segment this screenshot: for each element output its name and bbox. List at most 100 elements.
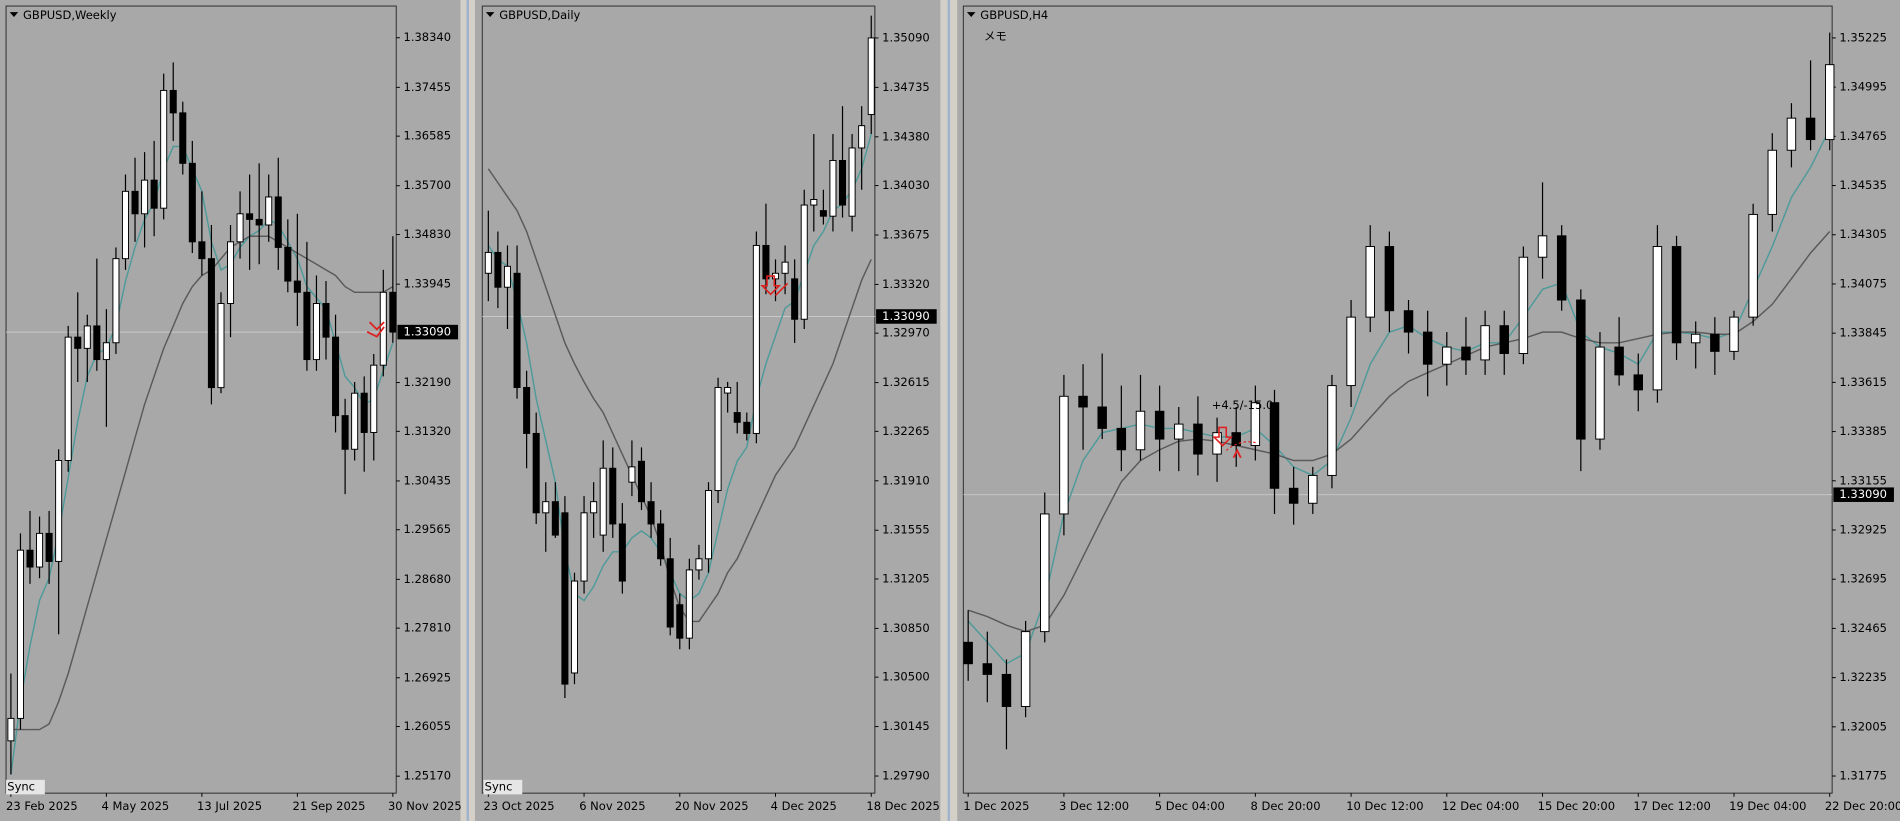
y-tick-label: 1.28680 [404, 572, 452, 586]
sync-label: Sync [7, 780, 35, 794]
x-tick-label: 8 Dec 20:00 [1251, 799, 1321, 813]
current-price-box [876, 309, 937, 324]
y-tick-label: 1.30435 [404, 473, 452, 487]
candle-body [55, 460, 63, 562]
y-tick-label: 1.26055 [404, 719, 452, 733]
y-tick-label: 1.34830 [404, 227, 452, 241]
chart-title: GBPUSD,Daily [499, 8, 580, 22]
candle-body [389, 291, 397, 333]
y-tick-label: 1.34735 [882, 80, 930, 94]
candle-body [819, 210, 827, 217]
candle-body [513, 272, 521, 388]
candle-body [160, 89, 168, 209]
y-tick-label: 1.31320 [404, 424, 452, 438]
candle-body [637, 460, 646, 503]
moving-average [967, 231, 1831, 633]
candle-body [963, 641, 973, 665]
x-tick-label: 5 Dec 04:00 [1155, 799, 1225, 813]
candle-body [628, 466, 636, 483]
y-tick-label: 1.33845 [1839, 326, 1887, 340]
y-tick-label: 1.32465 [1839, 621, 1887, 635]
y-tick-label: 1.31910 [882, 473, 930, 487]
candle-body [1671, 246, 1682, 344]
candle-body [561, 512, 569, 685]
y-tick-label: 1.34380 [882, 129, 930, 143]
candle-body [570, 580, 578, 674]
y-tick-label: 1.34535 [1839, 178, 1887, 192]
y-tick-label: 1.31555 [882, 523, 930, 537]
candle-body [503, 265, 511, 288]
candle-body [74, 336, 82, 349]
candle-body [293, 280, 301, 293]
y-tick-label: 1.34305 [1839, 227, 1887, 241]
candle-body [322, 303, 330, 338]
candle-body [93, 325, 101, 361]
candle-body [848, 147, 856, 217]
candle-body [1308, 474, 1318, 504]
candle-body [1461, 346, 1471, 361]
candle-body [724, 387, 732, 394]
candle-body [618, 523, 626, 582]
candle-body [1384, 246, 1395, 312]
candle-body [858, 125, 866, 149]
candle-body [1786, 117, 1797, 151]
candle-body [1040, 513, 1050, 633]
candle-body [1614, 346, 1624, 376]
x-tick-label: 23 Feb 2025 [6, 799, 78, 813]
candle-body [246, 213, 254, 220]
y-tick-label: 1.35700 [404, 178, 452, 192]
candle-body [351, 392, 359, 450]
candle-body [676, 604, 684, 639]
candle-body [1346, 316, 1356, 387]
candle-body [188, 162, 196, 243]
y-tick-label: 1.32695 [1839, 572, 1887, 586]
candle-body [1499, 325, 1509, 354]
current-price-box [1833, 487, 1894, 502]
trade-arrow [760, 275, 789, 297]
candle-body [1710, 333, 1720, 352]
candle-body [1805, 117, 1816, 141]
candle-body [370, 364, 378, 433]
candle-body [150, 179, 158, 209]
candle-body [1824, 64, 1835, 141]
candle-body [1729, 316, 1739, 352]
candle-body [714, 387, 722, 492]
y-tick-label: 1.25170 [404, 769, 452, 783]
current-price-box [397, 324, 459, 340]
candle-body [1518, 256, 1529, 354]
candle-body [1537, 235, 1548, 258]
y-tick-label: 1.30145 [882, 719, 930, 733]
y-tick-label: 1.34075 [1839, 276, 1887, 290]
x-tick-label: 13 Jul 2025 [197, 799, 262, 813]
x-tick-label: 23 Oct 2025 [483, 799, 554, 813]
candle-body [791, 278, 799, 320]
candle-body [1116, 427, 1127, 451]
candle-body [580, 512, 588, 582]
y-tick-label: 1.33615 [1839, 375, 1887, 389]
moving-average [967, 128, 1831, 665]
y-tick-label: 1.32615 [882, 375, 930, 389]
candle-body [982, 663, 993, 675]
plot-frame [481, 5, 876, 794]
candle-body [867, 37, 875, 116]
menu-triangle [9, 12, 19, 17]
candle-body [781, 261, 789, 274]
y-tick-label: 1.34030 [882, 178, 930, 192]
candle-body [169, 89, 177, 114]
candle-body [1231, 432, 1241, 446]
chart-title: GBPUSD,Weekly [23, 8, 117, 22]
candle-body [1767, 149, 1778, 215]
candle-body [236, 213, 244, 243]
candle-body [1327, 385, 1337, 476]
moving-average [10, 235, 394, 731]
candle-body [523, 387, 531, 434]
candle-body [102, 342, 110, 361]
annotation: +4.5/-15.0 [1212, 398, 1274, 412]
x-tick-label: 17 Dec 12:00 [1633, 799, 1710, 813]
y-tick-label: 1.34765 [1839, 129, 1887, 143]
candle-body [657, 523, 665, 560]
menu-triangle [485, 12, 495, 17]
candle-body [1690, 333, 1701, 344]
